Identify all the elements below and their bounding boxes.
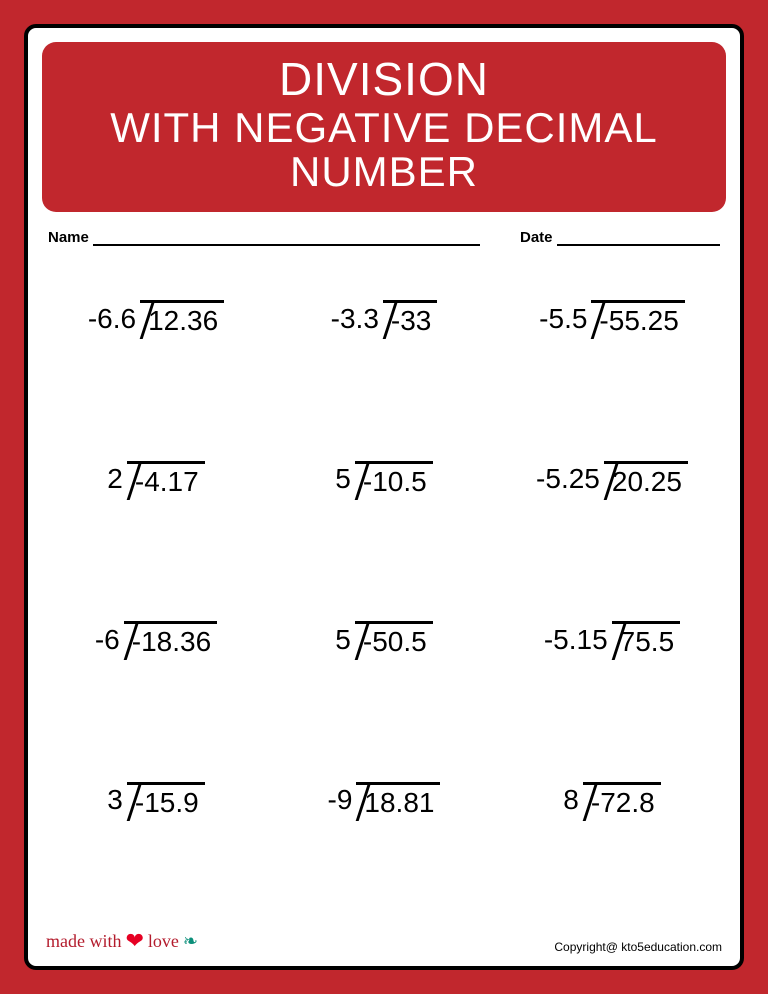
problem-cell: 3 -15.9 xyxy=(42,758,270,918)
date-field: Date xyxy=(520,228,720,246)
date-label: Date xyxy=(520,229,553,246)
name-field: Name xyxy=(48,228,480,246)
long-division-problem: -5.5 -55.25 xyxy=(539,300,685,337)
dividend: -15.9 xyxy=(127,782,205,819)
name-date-row: Name Date xyxy=(42,228,726,246)
long-division-problem: -6 -18.36 xyxy=(95,621,217,658)
worksheet-page: DIVISION WITH NEGATIVE DECIMAL NUMBER Na… xyxy=(24,24,744,970)
problem-cell: 5 -50.5 xyxy=(270,597,498,757)
long-division-problem: -5.15 75.5 xyxy=(544,621,680,658)
problem-cell: -9 18.81 xyxy=(270,758,498,918)
long-division-problem: -5.25 20.25 xyxy=(536,461,688,498)
name-line[interactable] xyxy=(93,228,480,246)
dividend: 20.25 xyxy=(604,461,688,498)
dividend: -10.5 xyxy=(355,461,433,498)
problem-cell: -5.25 20.25 xyxy=(498,437,726,597)
heart-icon: ❤ xyxy=(125,928,143,954)
long-division-problem: 5 -50.5 xyxy=(335,621,432,658)
problem-cell: -6 -18.36 xyxy=(42,597,270,757)
leaf-icon: ❧ xyxy=(183,931,198,952)
problem-cell: -3.3 -33 xyxy=(270,276,498,436)
date-line[interactable] xyxy=(557,228,720,246)
dividend: -55.25 xyxy=(591,300,684,337)
dividend: -72.8 xyxy=(583,782,661,819)
long-division-problem: -6.6 12.36 xyxy=(88,300,224,337)
long-division-problem: 2 -4.17 xyxy=(107,461,204,498)
long-division-problem: -9 18.81 xyxy=(328,782,441,819)
problem-cell: -5.15 75.5 xyxy=(498,597,726,757)
dividend: -50.5 xyxy=(355,621,433,658)
name-label: Name xyxy=(48,229,89,246)
long-division-problem: 8 -72.8 xyxy=(563,782,660,819)
dividend: -4.17 xyxy=(127,461,205,498)
long-division-problem: 3 -15.9 xyxy=(107,782,204,819)
dividend: 12.36 xyxy=(140,300,224,337)
problem-cell: 8 -72.8 xyxy=(498,758,726,918)
dividend: 18.81 xyxy=(356,782,440,819)
made-with-love-badge: made with ❤ love ❧ xyxy=(46,928,198,954)
love-text: love xyxy=(148,931,179,952)
problem-cell: -6.6 12.36 xyxy=(42,276,270,436)
worksheet-title: DIVISION xyxy=(52,56,716,102)
long-division-problem: -3.3 -33 xyxy=(331,300,438,337)
header-banner: DIVISION WITH NEGATIVE DECIMAL NUMBER xyxy=(42,42,726,212)
dividend: 75.5 xyxy=(612,621,681,658)
problem-cell: 5 -10.5 xyxy=(270,437,498,597)
problem-cell: 2 -4.17 xyxy=(42,437,270,597)
made-with-text: made with xyxy=(46,931,121,952)
footer-row: made with ❤ love ❧ Copyright@ kto5educat… xyxy=(42,928,726,956)
dividend: -18.36 xyxy=(124,621,217,658)
dividend: -33 xyxy=(383,300,437,337)
worksheet-subtitle: WITH NEGATIVE DECIMAL NUMBER xyxy=(52,106,716,194)
copyright-text: Copyright@ kto5education.com xyxy=(554,940,722,954)
problem-cell: -5.5 -55.25 xyxy=(498,276,726,436)
problems-grid: -6.6 12.36 -3.3 -33 -5.5 -55.25 2 -4.17 xyxy=(42,276,726,928)
long-division-problem: 5 -10.5 xyxy=(335,461,432,498)
